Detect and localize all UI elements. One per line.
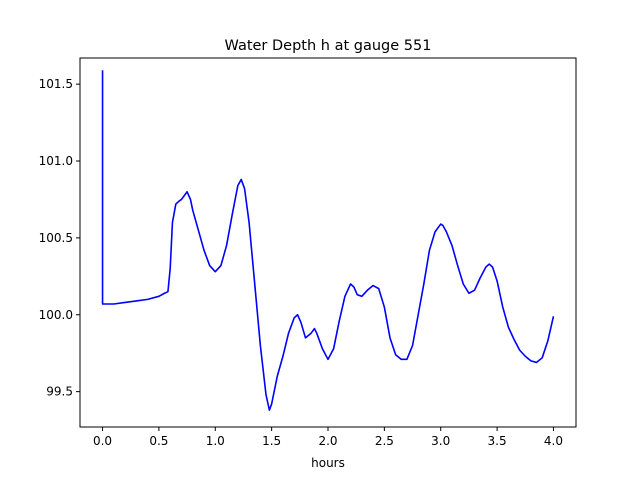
x-tick-label: 1.0: [206, 434, 225, 448]
x-axis: 0.0 0.5 1.0 1.5 2.0 2.5 3.0 3.5 4.0: [93, 427, 563, 448]
x-tick-label: 2.5: [375, 434, 394, 448]
y-tick-label: 99.5: [46, 385, 73, 399]
plot-area: [101, 70, 555, 411]
y-tick-label: 101.5: [39, 77, 73, 91]
y-axis: 99.5 100.0 100.5 101.0 101.5: [39, 77, 80, 399]
x-tick-label: 4.0: [544, 434, 563, 448]
x-tick-label: 2.0: [318, 434, 337, 448]
x-tick-label: 0.5: [149, 434, 168, 448]
x-tick-label: 3.5: [488, 434, 507, 448]
x-tick-label: 3.0: [431, 434, 450, 448]
x-axis-label: hours: [311, 456, 345, 470]
x-tick-label: 0.0: [93, 434, 112, 448]
y-tick-label: 100.0: [39, 308, 73, 322]
series-line-0: [101, 70, 555, 411]
y-tick-label: 101.0: [39, 154, 73, 168]
chart-title: Water Depth h at gauge 551: [225, 38, 432, 54]
plot-frame: [79, 57, 577, 428]
x-tick-label: 1.5: [262, 434, 281, 448]
y-tick-label: 100.5: [39, 231, 73, 245]
